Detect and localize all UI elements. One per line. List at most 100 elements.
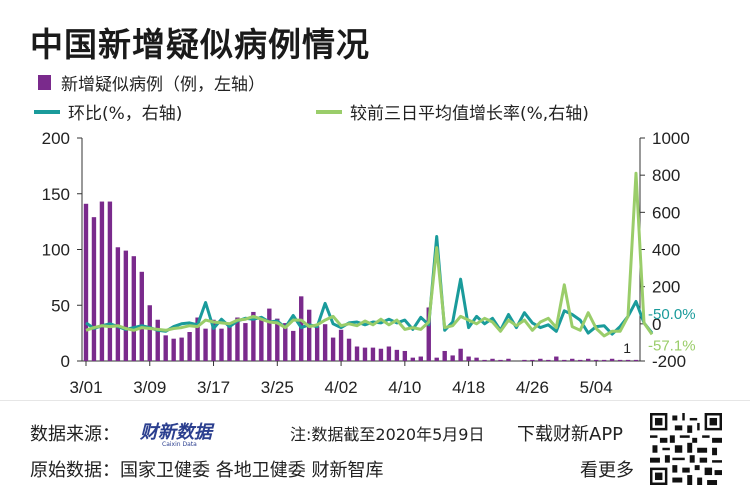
legend-mom-swatch: [34, 109, 60, 114]
bar: [538, 358, 543, 361]
origin-label: 原始数据：: [30, 460, 120, 481]
left-tick-label: 0: [61, 352, 70, 371]
bar: [498, 359, 503, 361]
bar: [490, 358, 495, 361]
bar: [322, 324, 328, 361]
bar: [522, 359, 527, 361]
bar-last-label: 1: [623, 340, 631, 356]
bar: [314, 326, 320, 361]
bar: [227, 324, 232, 361]
bar: [107, 201, 113, 361]
bar: [546, 359, 551, 361]
bar: [593, 359, 599, 361]
bar: [330, 337, 336, 361]
see-more-link[interactable]: 看更多: [580, 460, 634, 481]
x-tick-label: 4/18: [452, 378, 485, 397]
bar: [466, 356, 471, 361]
bar: [562, 359, 567, 361]
bar: [354, 346, 360, 361]
x-tick-label: 4/02: [325, 378, 358, 397]
bar: [139, 271, 144, 361]
qr-code-icon[interactable]: [650, 413, 722, 485]
bar: [251, 311, 256, 361]
x-tick-label: 3/17: [197, 378, 230, 397]
right-tick-label: 0: [652, 315, 661, 334]
left-tick-label: 100: [42, 241, 70, 260]
right-tick-label: 600: [652, 203, 680, 222]
bar: [346, 338, 352, 361]
legend-bar-swatch: [38, 75, 51, 90]
right-tick-label: 400: [652, 241, 680, 260]
legend-mom-label: 环比(%，右轴): [68, 104, 183, 124]
bar: [195, 317, 200, 361]
origin-sources: 国家卫健委 各地卫健委 财新智库: [120, 460, 384, 481]
bar: [474, 357, 479, 361]
origin-row: 原始数据：国家卫健委 各地卫健委 财新智库: [30, 456, 383, 482]
bar: [578, 359, 583, 361]
right-tick-label: 1000: [652, 129, 690, 148]
source-row: 数据来源：: [30, 420, 120, 446]
bar: [219, 328, 224, 361]
bar: [99, 201, 105, 361]
bar: [235, 317, 240, 361]
brand-logo: 财新数据: [140, 422, 212, 443]
bar: [458, 348, 463, 361]
bar: [115, 247, 121, 361]
bar: [203, 328, 208, 361]
bar: [617, 359, 623, 361]
bar: [123, 250, 129, 361]
bar: [291, 330, 296, 361]
bar: [410, 357, 416, 361]
legend-mom: 环比(%，右轴): [34, 99, 182, 124]
bar: [179, 337, 184, 361]
bar: [418, 356, 423, 361]
bar: [370, 347, 376, 361]
bar: [378, 348, 384, 361]
legend-avg3-label: 较前三日平均值增长率(%,右轴): [350, 104, 589, 124]
x-tick-label: 3/09: [133, 378, 166, 397]
bar: [275, 318, 280, 361]
download-app-link[interactable]: 下载财新APP: [517, 424, 624, 445]
x-tick-label: 5/04: [580, 378, 613, 397]
legend-avg3-swatch: [316, 109, 342, 114]
bar: [530, 359, 535, 361]
bar: [633, 359, 639, 361]
left-tick-label: 50: [51, 296, 70, 315]
bar: [426, 307, 431, 361]
bar: [442, 350, 447, 361]
brand-subtitle: Caixin Data: [162, 441, 197, 448]
bar: [91, 217, 97, 361]
bar: [306, 309, 312, 361]
bar: [338, 329, 344, 361]
bar: [259, 318, 264, 361]
source-label: 数据来源：: [30, 424, 120, 445]
right-tick-label: 800: [652, 166, 680, 185]
bar: [283, 323, 288, 361]
legend-bars: 新增疑似病例（例，左轴）: [38, 70, 265, 95]
legend-bar-label: 新增疑似病例（例，左轴）: [61, 75, 265, 95]
bar: [267, 308, 272, 361]
bar: [506, 358, 511, 361]
bar: [386, 346, 392, 361]
bar: [625, 359, 631, 361]
left-tick-label: 200: [42, 129, 70, 148]
bar: [131, 256, 137, 361]
x-tick-label: 4/10: [388, 378, 421, 397]
bar: [362, 347, 368, 361]
avg3-last-label: -57.1%: [648, 337, 696, 354]
bar: [434, 357, 439, 361]
bar: [243, 323, 248, 361]
bar: [482, 359, 487, 361]
x-tick-label: 4/26: [516, 378, 549, 397]
bar: [187, 332, 192, 361]
bar: [163, 335, 168, 361]
legend-avg3: 较前三日平均值增长率(%,右轴): [316, 99, 589, 124]
right-tick-label: -200: [652, 352, 686, 371]
data-note: 注:数据截至2020年5月9日: [290, 425, 485, 444]
bar: [601, 359, 607, 361]
mom-line: [85, 235, 654, 336]
bar: [554, 356, 559, 361]
right-tick-label: 200: [652, 278, 680, 297]
bar: [609, 358, 615, 361]
bar: [83, 203, 89, 361]
